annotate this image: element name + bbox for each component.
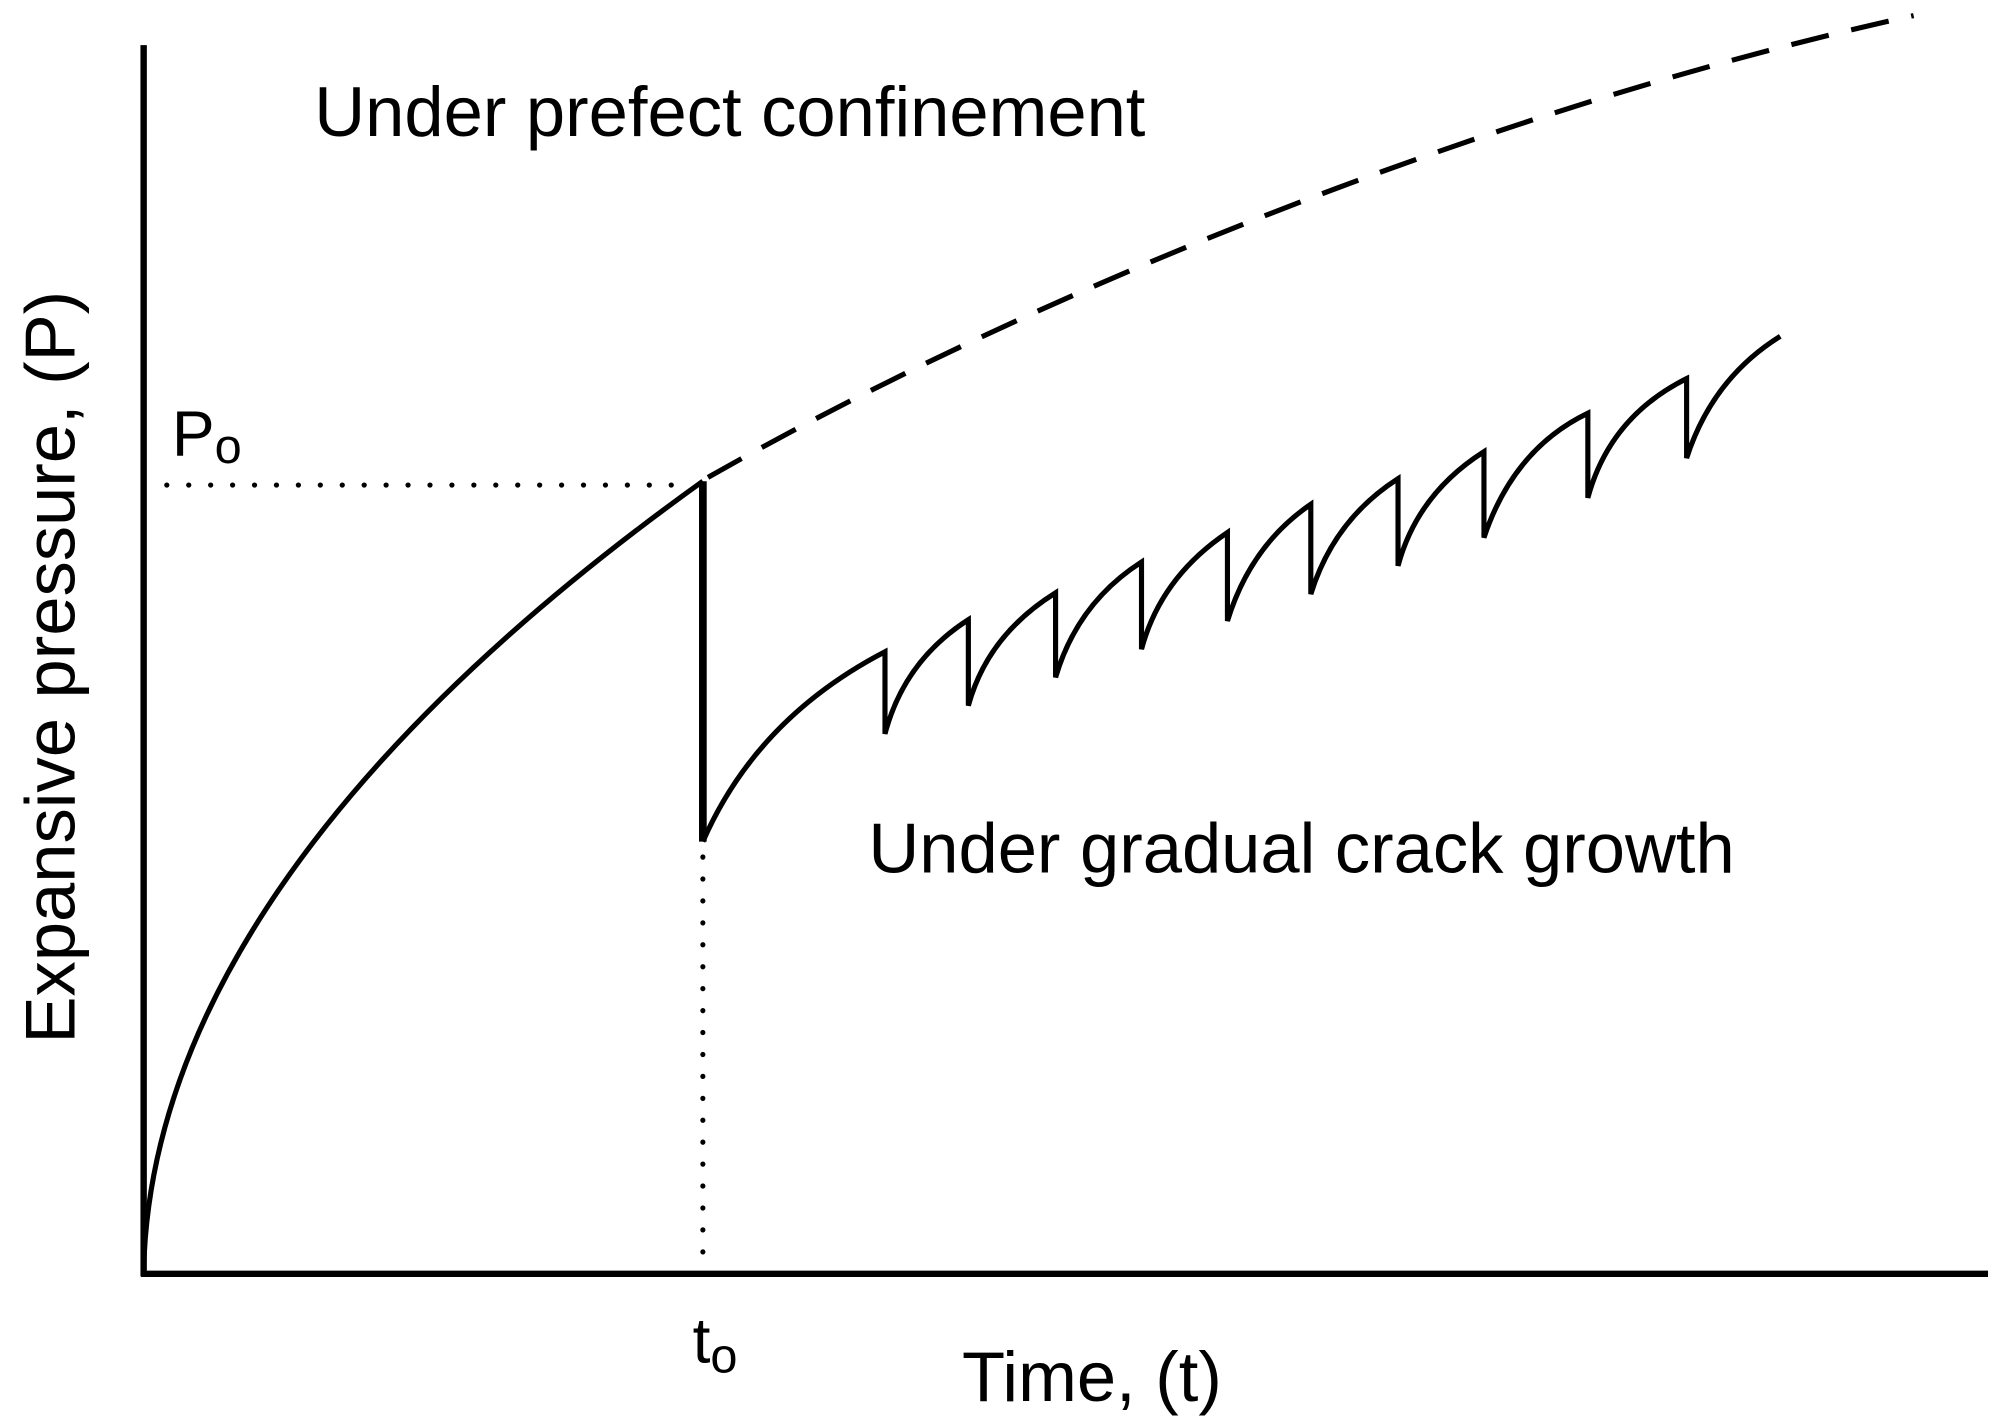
- confinement-curve: [706, 13, 1915, 480]
- p-marker: Po: [172, 398, 242, 475]
- t-marker-label: t: [693, 1304, 711, 1376]
- p-marker-label: P: [172, 398, 215, 470]
- confinement-label: Under prefect confinement: [314, 72, 1146, 151]
- pressure-curve: [141, 479, 705, 1271]
- y-axis-label: Expansive pressure, (P): [10, 291, 89, 1044]
- t-marker-subscript: o: [710, 1330, 737, 1384]
- crack-growth-label: Under gradual crack growth: [868, 808, 1734, 887]
- p-marker-subscript: o: [215, 420, 242, 474]
- crack-growth-curve: [700, 334, 1782, 843]
- t-marker: to: [693, 1304, 738, 1383]
- x-axis-label: Time, (t): [962, 1337, 1222, 1416]
